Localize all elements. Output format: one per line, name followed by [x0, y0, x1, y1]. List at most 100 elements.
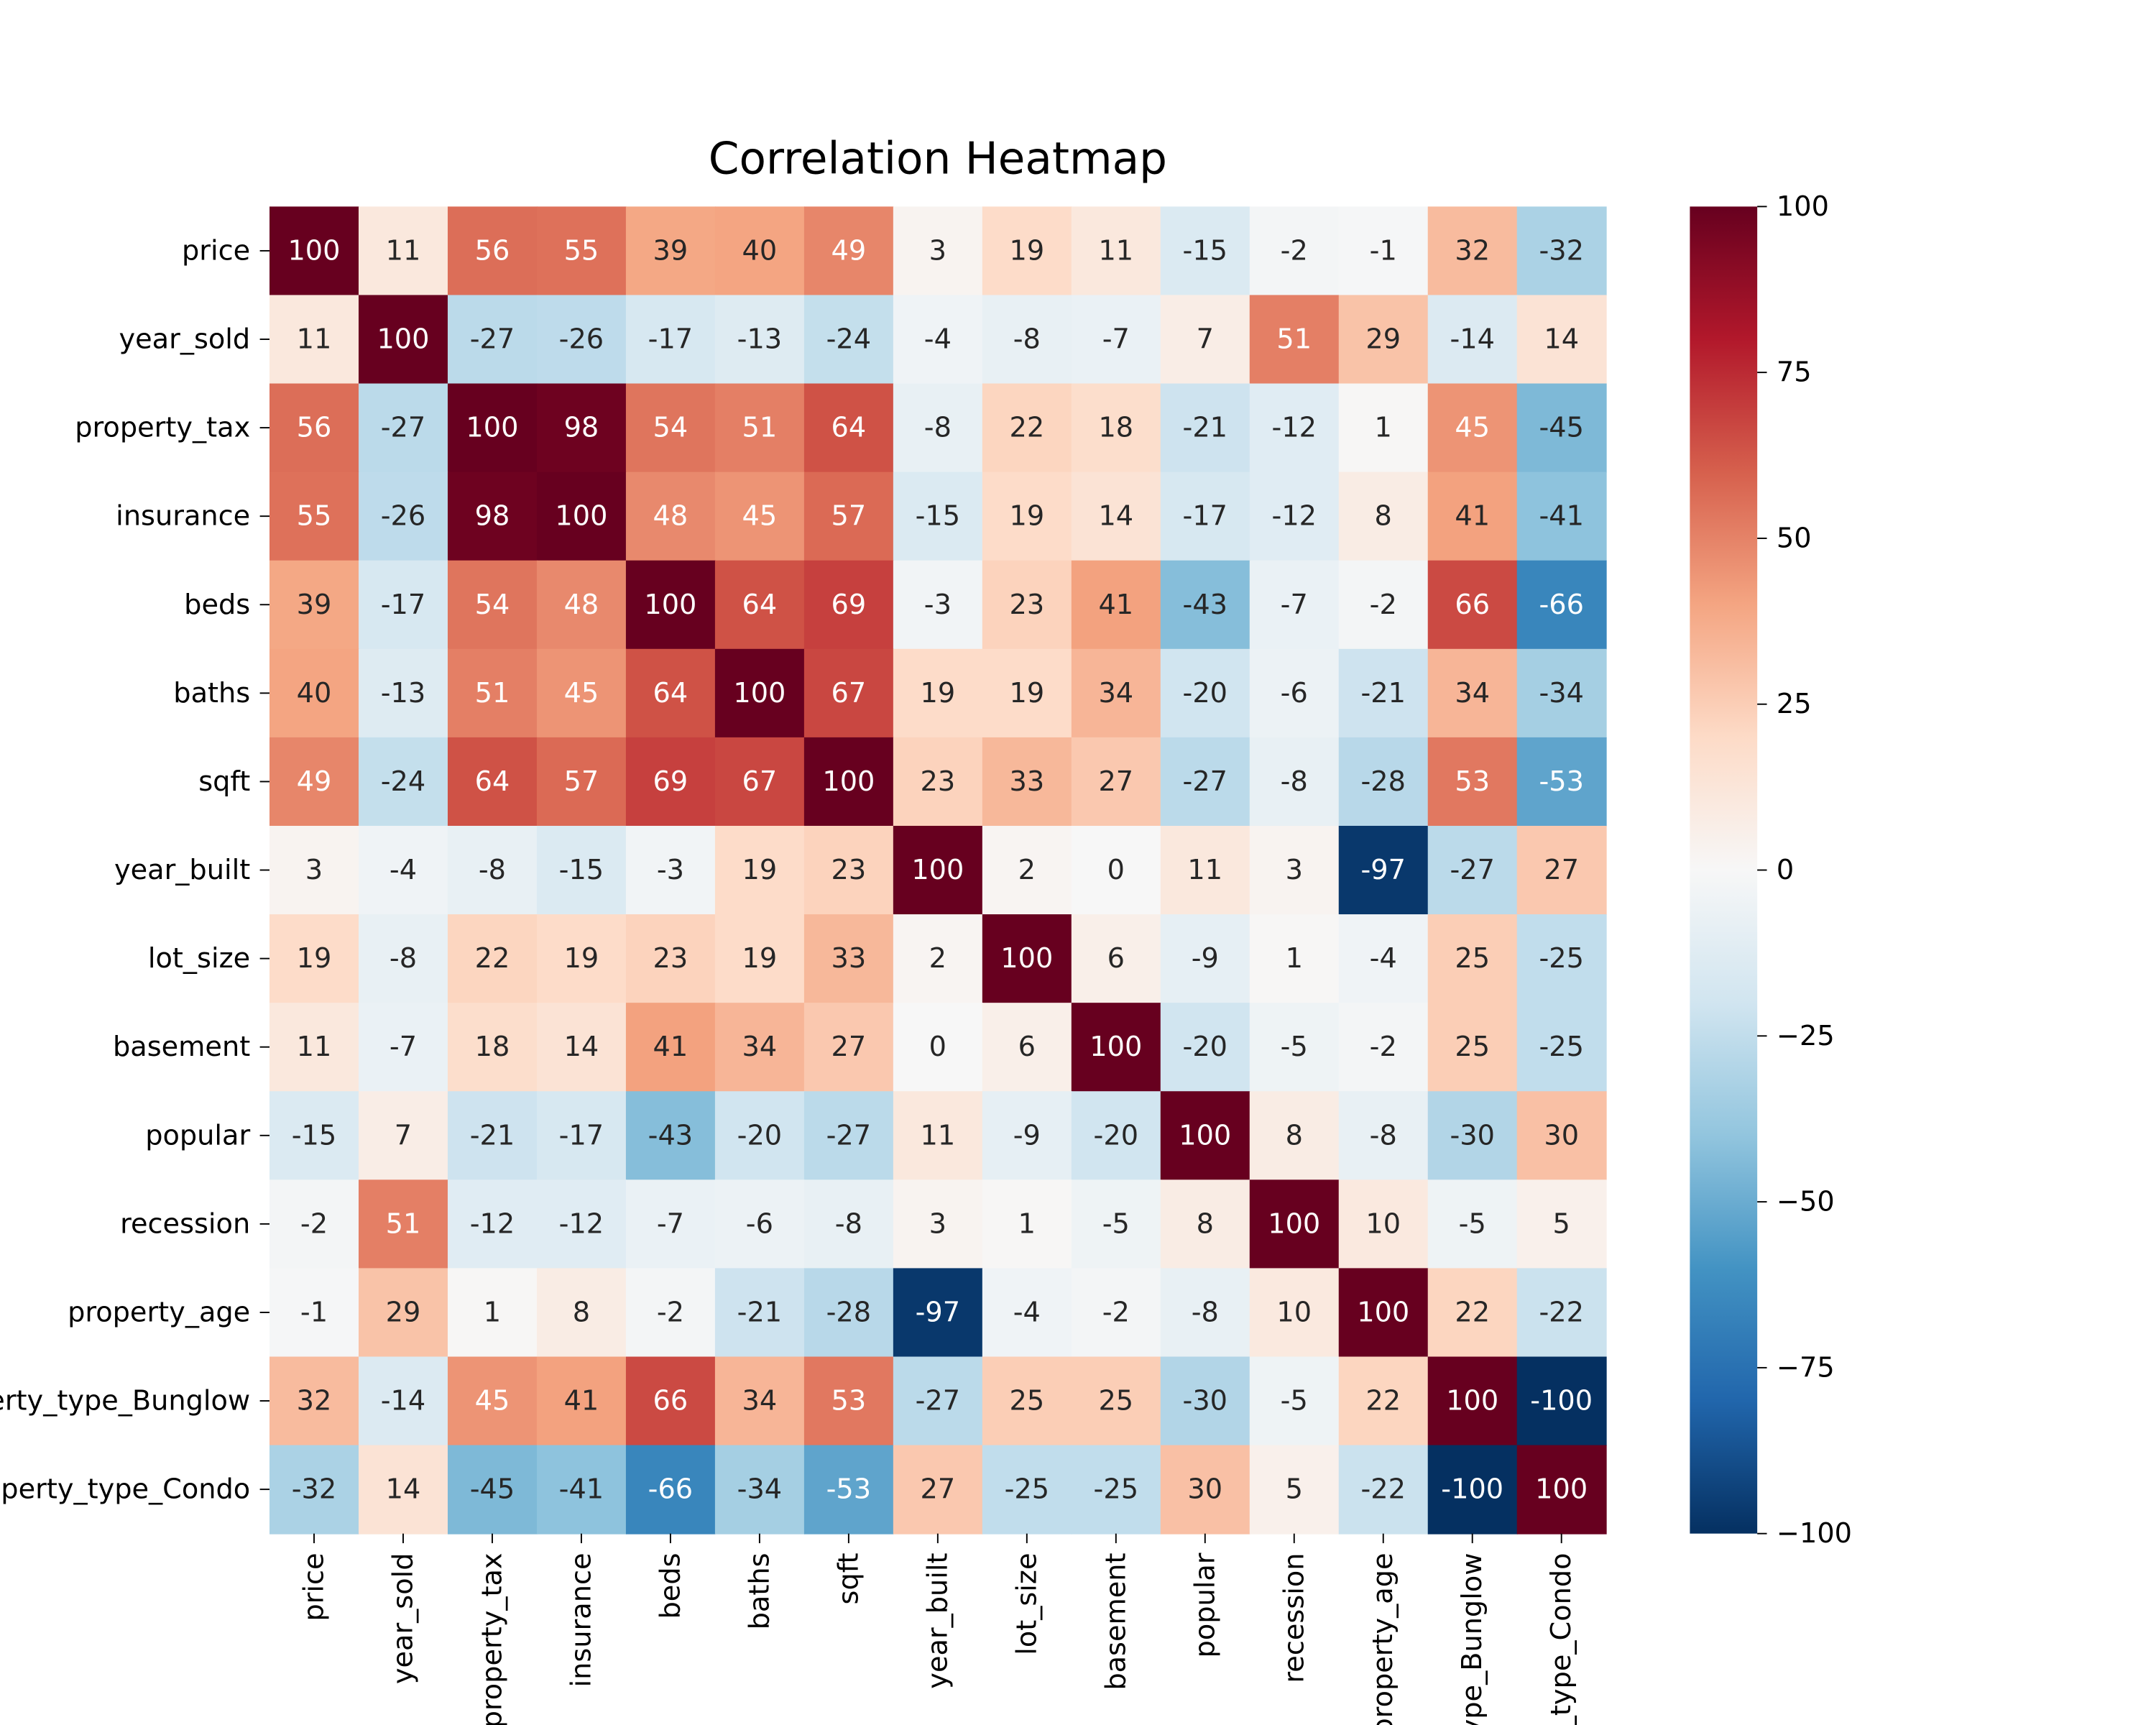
cell-label: 41	[1098, 589, 1133, 621]
heatmap-cell	[714, 472, 805, 561]
heatmap-cell	[447, 914, 538, 1004]
cell-label: -22	[1539, 1296, 1583, 1328]
heatmap-cell	[536, 1091, 627, 1181]
cell-label: -97	[1361, 854, 1406, 886]
cell-label: -27	[1183, 765, 1227, 798]
cell-label: 27	[1544, 854, 1579, 886]
heatmap-cell	[358, 1091, 448, 1181]
heatmap-cell	[1249, 560, 1340, 650]
cell-label: -2	[1370, 589, 1397, 621]
heatmap-cell	[1160, 825, 1250, 916]
heatmap-cell	[270, 1268, 359, 1358]
cell-label: -13	[381, 677, 425, 709]
heatmap-cell	[1338, 914, 1429, 1004]
cell-label: 54	[653, 412, 688, 444]
cell-label: -8	[479, 854, 506, 886]
heatmap-cell	[358, 737, 448, 827]
heatmap-cell	[714, 1003, 805, 1092]
cell-label: 1	[1018, 1208, 1036, 1240]
heatmap-cell	[1516, 737, 1607, 827]
cell-label: 14	[1544, 323, 1579, 356]
heatmap-cell	[1427, 206, 1518, 296]
heatmap-cell	[1427, 648, 1518, 738]
cell-label: 8	[1286, 1119, 1303, 1151]
heatmap-cell	[893, 472, 983, 561]
cell-label: 6	[1107, 942, 1125, 975]
cell-label: -30	[1450, 1119, 1494, 1151]
heatmap-cell	[893, 1179, 983, 1269]
heatmap-cell	[1249, 1003, 1340, 1092]
heatmap-cell	[1249, 1091, 1340, 1181]
cell-label: 25	[1455, 1031, 1490, 1063]
heatmap-cell	[1338, 1268, 1429, 1358]
cell-label: -24	[826, 323, 871, 356]
heatmap-cell	[270, 1003, 359, 1092]
heatmap-cell	[536, 206, 627, 296]
cell-label: -4	[390, 854, 417, 886]
heatmap-cell	[893, 1356, 983, 1446]
cell-label: -28	[1361, 765, 1406, 798]
cell-label: -28	[826, 1296, 871, 1328]
cell-label: -2	[657, 1296, 684, 1328]
cell-label: 51	[1276, 323, 1312, 356]
heatmap-cell	[536, 1179, 627, 1269]
heatmap-cell	[803, 1356, 894, 1446]
heatmap-cell	[625, 825, 716, 916]
cell-label: 10	[1365, 1208, 1401, 1240]
heatmap-cell	[536, 1356, 627, 1446]
heatmap-cell	[1249, 825, 1340, 916]
heatmap-cell	[1427, 1445, 1518, 1535]
heatmap-cell	[358, 472, 448, 561]
heatmap-cell	[1338, 383, 1429, 473]
cell-label: -43	[1183, 589, 1227, 621]
heatmap-cell	[1071, 1003, 1161, 1092]
heatmap-cell	[1071, 206, 1161, 296]
heatmap-cell	[893, 295, 983, 385]
cell-label: -41	[1539, 500, 1583, 533]
cell-label: 64	[831, 412, 867, 444]
cell-label: 55	[564, 234, 599, 267]
heatmap-cell	[1427, 472, 1518, 561]
cell-label: -2	[1102, 1296, 1130, 1328]
cell-label: 100	[1179, 1119, 1231, 1151]
cell-label: 27	[921, 1473, 956, 1506]
cell-label: -4	[1370, 942, 1397, 975]
y-tick-label: year_built	[114, 854, 250, 886]
cell-label: 100	[1268, 1208, 1320, 1240]
cell-label: -17	[559, 1119, 604, 1151]
heatmap-cell	[1338, 737, 1429, 827]
heatmap-cell	[1338, 206, 1429, 296]
colorbar-tick-label: −25	[1777, 1020, 1835, 1052]
heatmap-cell	[270, 383, 359, 473]
chart-title: Correlation Heatmap	[709, 133, 1167, 184]
heatmap-cell	[803, 383, 894, 473]
cell-label: -21	[470, 1119, 515, 1151]
heatmap-cell	[1338, 295, 1429, 385]
heatmap-cell	[1427, 383, 1518, 473]
cell-label: 18	[1098, 412, 1133, 444]
y-tick-label: baths	[173, 677, 250, 709]
cell-label: 30	[1187, 1473, 1222, 1506]
cell-label: 25	[1455, 942, 1490, 975]
heatmap-cell	[1160, 1091, 1250, 1181]
cell-label: -20	[737, 1119, 782, 1151]
cell-label: -34	[737, 1473, 782, 1506]
cell-label: 100	[287, 234, 340, 267]
heatmap-cell	[536, 1003, 627, 1092]
heatmap-cell	[803, 1003, 894, 1092]
cell-label: -5	[1281, 1031, 1308, 1063]
heatmap-cell	[714, 1445, 805, 1535]
cell-label: -5	[1281, 1385, 1308, 1417]
cell-label: 25	[1009, 1385, 1044, 1417]
cell-label: 14	[386, 1473, 421, 1506]
heatmap-cell	[893, 1091, 983, 1181]
heatmap-cell	[714, 1179, 805, 1269]
cell-label: 39	[653, 234, 688, 267]
heatmap-cell	[803, 737, 894, 827]
cell-label: 11	[386, 234, 421, 267]
heatmap-cell	[270, 560, 359, 650]
cell-label: -2	[1370, 1031, 1397, 1063]
cell-label: 66	[1455, 589, 1490, 621]
